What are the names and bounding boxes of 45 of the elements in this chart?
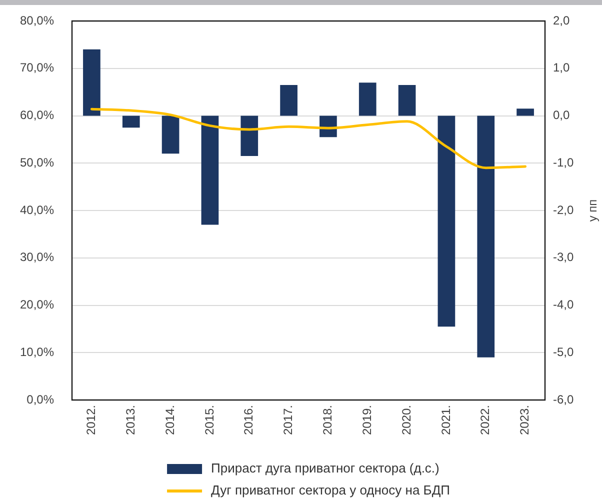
x-tick-label: 2013.: [123, 405, 138, 436]
bar: [516, 108, 534, 116]
line-series: [90, 108, 527, 170]
y2-tick-label: -2,0: [553, 202, 574, 217]
y-tick-label: 30,0%: [20, 250, 54, 264]
y2-tick-label: -4,0: [553, 298, 574, 312]
y2-tick-label: 0,0: [553, 108, 570, 122]
x-tick-label: 2022.: [478, 405, 492, 436]
y2-tick-label: 1,0: [553, 60, 570, 75]
y2-tick-label: -3,0: [553, 250, 574, 264]
y2-tick-label: -1,0: [553, 155, 574, 170]
x-tick-label: 2017.: [281, 405, 296, 436]
x-tick-label: 2020.: [399, 405, 414, 436]
y-tick-label: 10,0%: [20, 344, 54, 359]
y2-axis-title: у пп: [585, 199, 600, 222]
y-tick-label: 0,0%: [26, 392, 54, 406]
bar: [162, 116, 180, 154]
bar: [122, 116, 140, 128]
bar: [358, 82, 376, 116]
x-tick-label: 2014.: [162, 405, 177, 436]
legend-label: Прираст дуга приватног сектора (д.с.): [211, 460, 440, 476]
x-tick-label: 2019.: [360, 405, 374, 436]
x-tick-label: 2023.: [518, 405, 532, 436]
y-tick-label: 50,0%: [20, 155, 54, 170]
bar: [477, 116, 495, 358]
bar: [83, 49, 100, 116]
y-tick-label: 70,0%: [20, 60, 54, 75]
bar: [280, 84, 298, 116]
x-tick-label: 2016.: [242, 405, 256, 436]
x-tick-label: 2021.: [438, 405, 453, 436]
bar: [240, 116, 258, 156]
y-tick-label: 60,0%: [20, 108, 54, 122]
y2-tick-label: -5,0: [553, 344, 574, 359]
y-tick-label: 40,0%: [20, 202, 54, 217]
bar: [438, 116, 456, 327]
x-tick-label: 2015.: [202, 405, 216, 436]
legend-label: Дуг приватног сектора у односу на БДП: [211, 482, 450, 498]
x-tick-label: 2018.: [320, 405, 335, 436]
y-tick-label: 80,0%: [20, 13, 54, 28]
bar: [201, 116, 219, 225]
bar: [398, 84, 416, 116]
x-tick-label: 2012.: [84, 405, 98, 436]
y2-tick-label: -6,0: [553, 392, 574, 406]
y2-tick-label: 2,0: [553, 13, 570, 28]
y-tick-label: 20,0%: [20, 298, 54, 312]
